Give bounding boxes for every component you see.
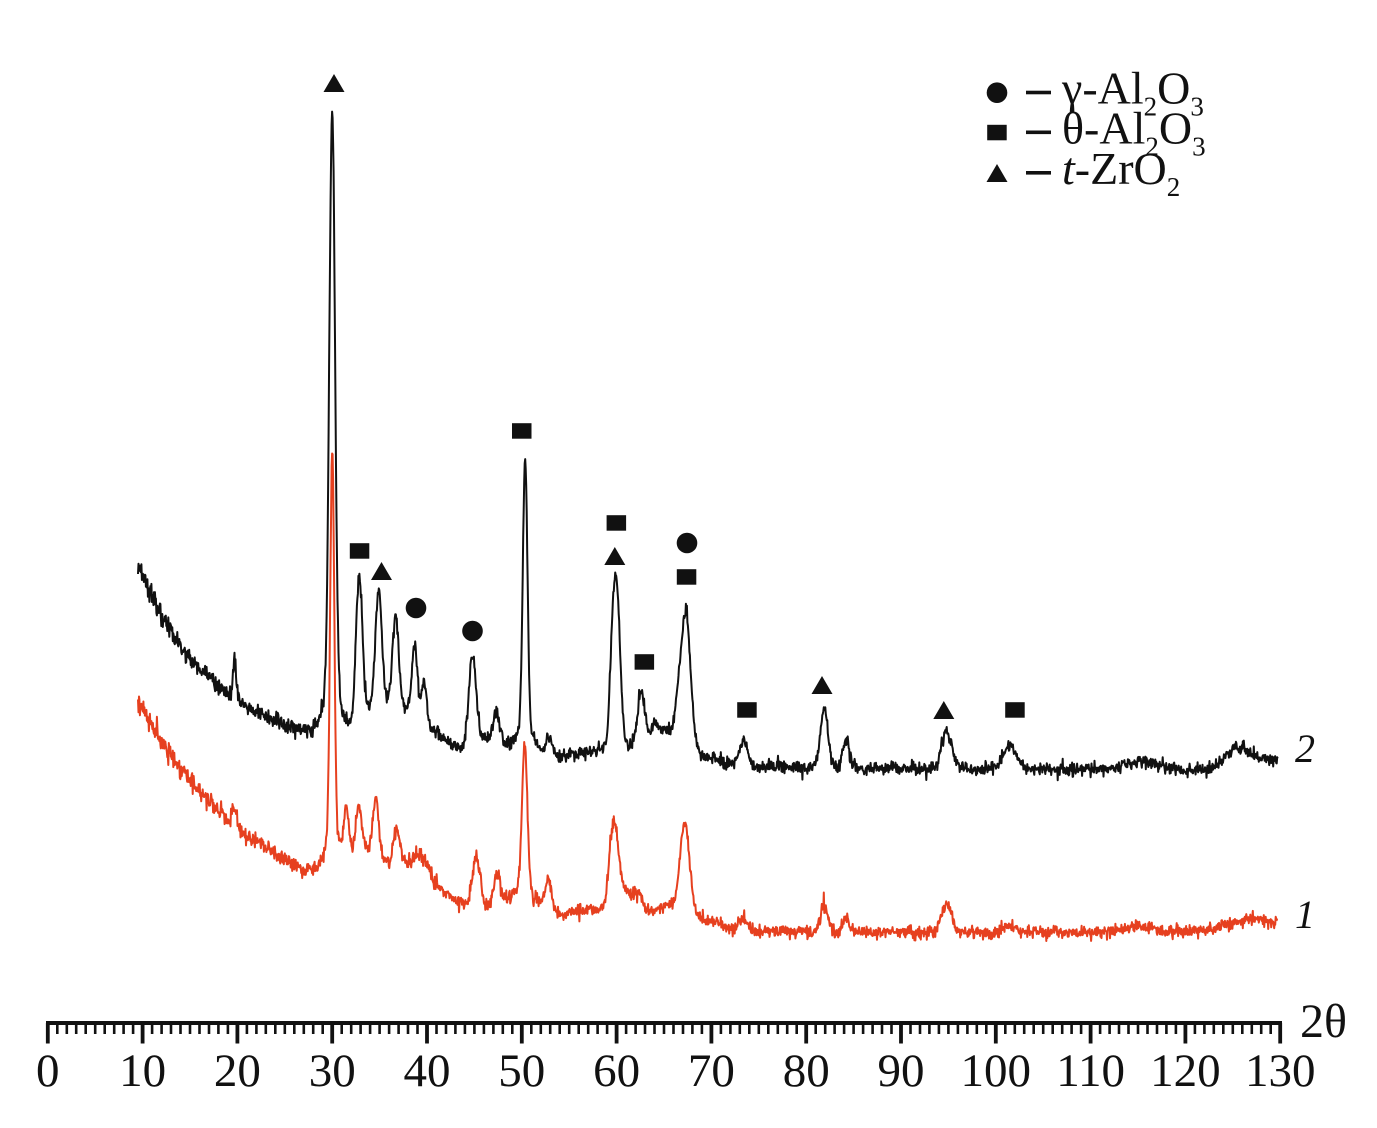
svg-text:1: 1	[1295, 892, 1315, 937]
svg-text:20: 20	[214, 1045, 261, 1097]
svg-text:130: 130	[1245, 1045, 1316, 1097]
svg-text:40: 40	[404, 1045, 451, 1097]
svg-text:60: 60	[593, 1045, 640, 1097]
svg-text:10: 10	[119, 1045, 166, 1097]
svg-text:90: 90	[878, 1045, 925, 1097]
svg-text:30: 30	[309, 1045, 356, 1097]
svg-text:70: 70	[688, 1045, 735, 1097]
svg-text:120: 120	[1150, 1045, 1221, 1097]
svg-text:0: 0	[36, 1045, 60, 1097]
svg-text:110: 110	[1056, 1045, 1125, 1097]
svg-text:t-ZrO2: t-ZrO2	[1062, 143, 1180, 202]
svg-text:θ-Al2O3: θ-Al2O3	[1062, 103, 1206, 162]
svg-text:2θ: 2θ	[1300, 995, 1347, 1048]
svg-text:100: 100	[961, 1045, 1032, 1097]
svg-text:50: 50	[498, 1045, 545, 1097]
svg-text:80: 80	[783, 1045, 830, 1097]
svg-text:2: 2	[1295, 726, 1315, 771]
svg-text:γ-Al2O3: γ-Al2O3	[1061, 63, 1204, 122]
